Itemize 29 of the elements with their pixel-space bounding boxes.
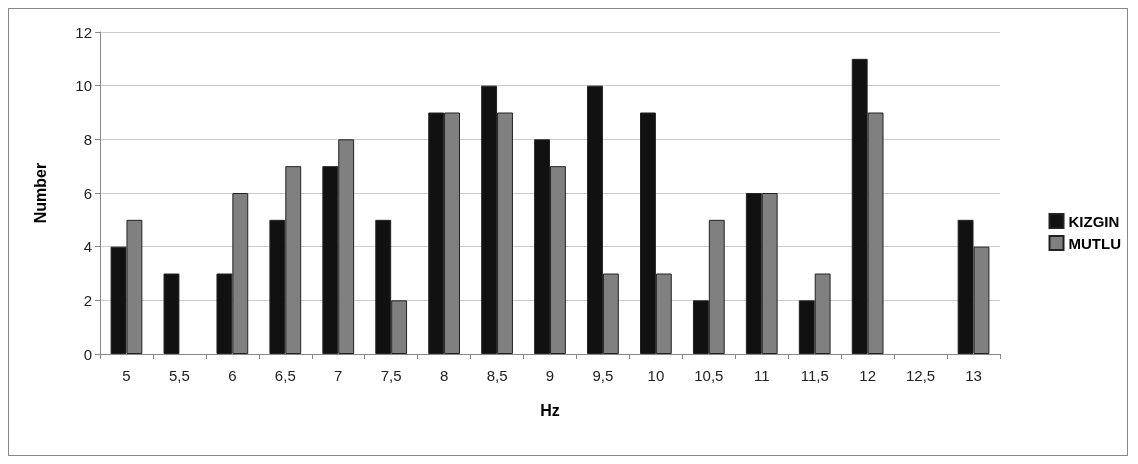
x-tick-label: 9,5 <box>592 367 614 384</box>
y-tick-label: 0 <box>83 345 92 363</box>
x-tick-label: 10,5 <box>694 367 724 384</box>
x-tick-label: 6,5 <box>274 367 296 384</box>
y-tick-label: 10 <box>75 77 92 95</box>
y-tick-label: 8 <box>83 130 92 148</box>
bar <box>163 273 180 354</box>
x-tick-label: 9 <box>545 367 555 384</box>
y-tick-label: 2 <box>83 291 92 309</box>
x-tick-label: 8,5 <box>486 367 508 384</box>
x-tick-label: 5,5 <box>168 367 190 384</box>
x-tick-label: 12 <box>859 367 876 384</box>
x-tick-label: 13 <box>965 367 982 384</box>
y-tick-label: 4 <box>83 238 92 256</box>
legend-label: MUTLU <box>1068 234 1122 252</box>
y-tick-label: 12 <box>75 23 92 41</box>
y-axis-title: Number <box>31 162 49 224</box>
x-tick-label: 7 <box>334 367 343 384</box>
x-tick-label: 6 <box>228 367 237 384</box>
x-tick-label: 12,5 <box>905 367 936 384</box>
x-tick-label: 5 <box>122 367 131 384</box>
y-tick-label: 6 <box>83 184 92 202</box>
x-tick-label: 10 <box>647 367 665 384</box>
legend-label: KIZGIN <box>1068 212 1120 230</box>
x-axis-title: Hz <box>540 401 560 419</box>
x-tick-label: 8 <box>439 367 449 384</box>
x-tick-label: 11 <box>753 367 770 384</box>
x-tick-label: 7,5 <box>380 367 402 384</box>
x-tick-label: 11,5 <box>800 367 829 384</box>
